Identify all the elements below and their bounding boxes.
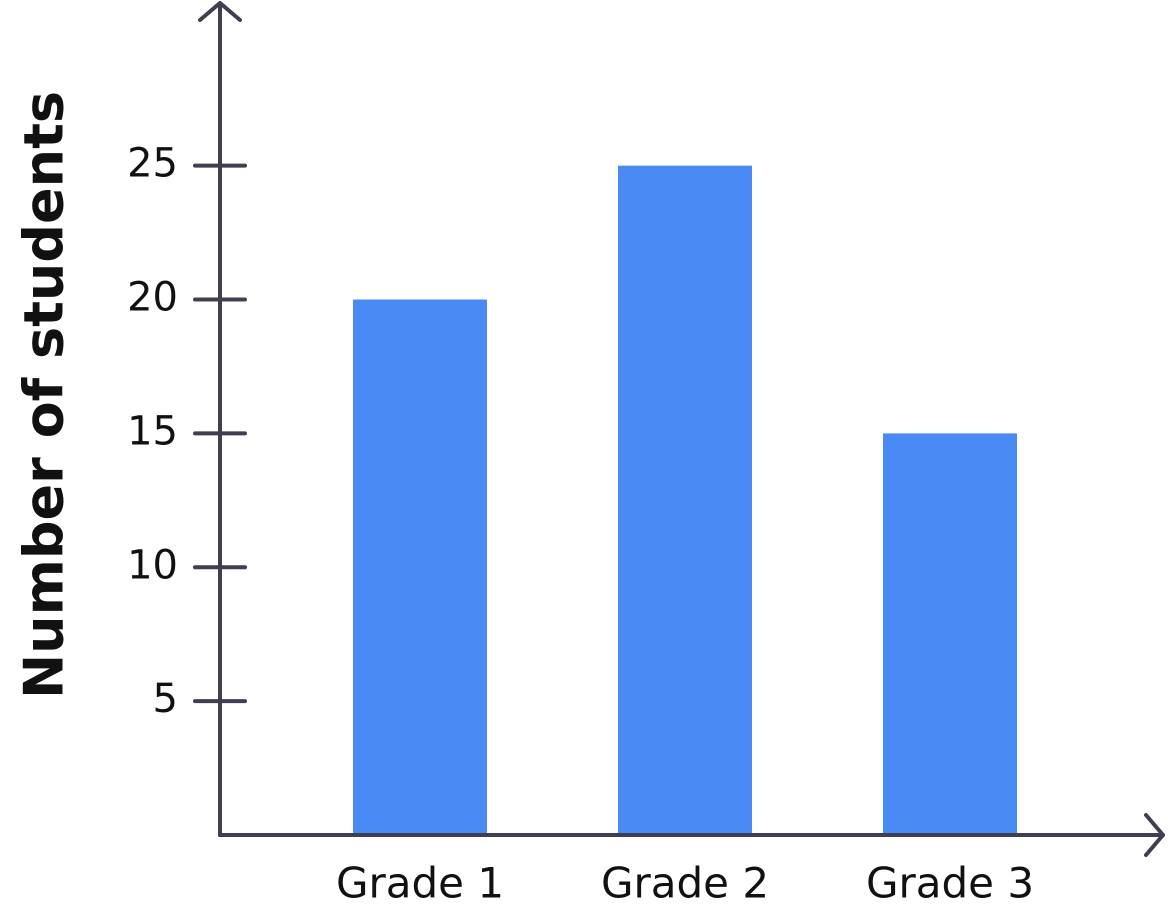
bar xyxy=(883,433,1017,835)
bar xyxy=(353,299,487,836)
bar xyxy=(618,165,752,836)
y-axis-arrow xyxy=(198,1,242,22)
x-tick-label: Grade 1 xyxy=(336,859,504,908)
x-tick-label: Grade 3 xyxy=(866,859,1034,908)
y-tick-label: 10 xyxy=(127,542,178,588)
x-tick-label: Grade 2 xyxy=(601,859,769,908)
y-tick-label: 25 xyxy=(127,141,178,187)
y-tick-label: 5 xyxy=(153,676,178,722)
y-tick-label: 15 xyxy=(127,408,178,454)
x-axis-arrow xyxy=(1144,813,1165,857)
y-tick-label: 20 xyxy=(127,275,178,321)
y-axis-title: Number of students xyxy=(13,91,76,699)
